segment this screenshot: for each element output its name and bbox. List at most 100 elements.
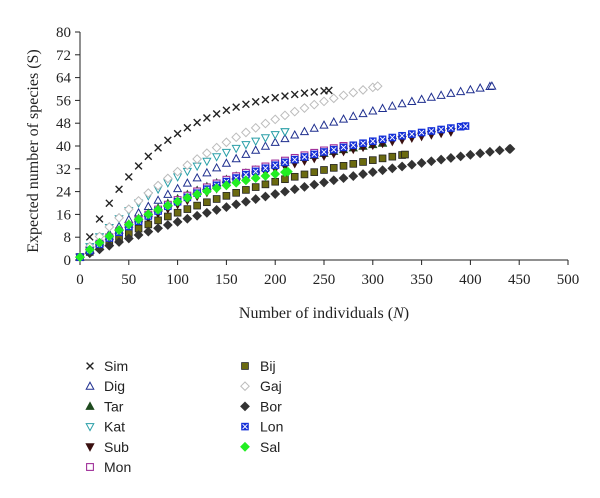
data-point-bor — [485, 146, 495, 157]
data-point-lon-x — [292, 156, 298, 163]
data-point-gaj — [270, 114, 281, 125]
data-point-lon-x — [243, 171, 249, 178]
data-point-bor — [182, 213, 193, 224]
data-point-bor — [358, 169, 368, 179]
data-point-sal — [104, 231, 115, 242]
data-point-dig — [407, 96, 417, 106]
legend-marker-mon — [86, 463, 94, 471]
legend-item-mon: Mon — [86, 459, 131, 475]
data-point-lon — [290, 155, 299, 164]
data-point-kat — [251, 137, 261, 147]
data-point-bij — [203, 198, 211, 207]
y-tick-label: 8 — [64, 230, 72, 246]
data-point-bor — [426, 156, 437, 167]
data-point-bij — [310, 168, 319, 176]
data-point-lon — [300, 153, 309, 161]
x-axis-title-text: Number of individuals ( — [239, 305, 393, 322]
legend-item-dig: Dig — [85, 378, 125, 394]
data-point-gaj — [231, 132, 242, 143]
data-point-bor — [270, 189, 281, 199]
data-point-lon-x — [350, 142, 356, 148]
data-point-sal — [182, 192, 193, 203]
data-point-sim — [183, 123, 192, 132]
data-point-sal — [114, 225, 124, 236]
data-point-dig — [358, 108, 368, 118]
data-point-bor — [289, 184, 300, 195]
x-tick-label: 200 — [264, 272, 287, 288]
data-point-bor — [338, 173, 349, 184]
data-point-dig — [260, 141, 271, 150]
data-point-gaj — [338, 90, 349, 101]
legend-label-tar: Tar — [104, 398, 124, 414]
legend-marker-dig — [85, 381, 95, 390]
data-point-bij — [368, 156, 377, 164]
data-point-dig — [377, 103, 388, 112]
data-point-bor — [280, 186, 290, 197]
data-point-sal — [211, 183, 222, 194]
data-point-sim — [310, 88, 319, 96]
data-point-sim — [134, 162, 143, 170]
data-point-dig — [426, 92, 437, 101]
data-point-kat — [270, 131, 280, 140]
data-point-dig — [348, 111, 358, 120]
data-point-bij — [232, 189, 240, 197]
data-point-lon-x — [272, 162, 278, 168]
data-point-lon-x — [340, 144, 347, 151]
data-point-bor — [465, 149, 476, 160]
data-point-dig — [241, 149, 251, 158]
data-point-bij — [320, 166, 328, 174]
data-point-bij — [290, 172, 299, 181]
legend-item-bij: Bij — [241, 358, 276, 374]
data-point-bij — [251, 183, 260, 191]
legend-item-kat: Kat — [85, 419, 125, 435]
legend-marker-lon — [241, 422, 249, 431]
legend-marker-lon-x — [242, 423, 248, 430]
data-point-sal — [270, 169, 281, 179]
data-point-sim — [124, 172, 133, 181]
data-point-sim — [251, 97, 260, 106]
data-point-sim — [242, 100, 250, 109]
data-point-dig — [290, 129, 300, 139]
data-point-bor — [241, 196, 251, 207]
data-point-bor — [397, 161, 407, 172]
data-point-gaj — [250, 122, 261, 133]
data-point-lon-x — [331, 146, 337, 153]
chart-legend: Sim Dig Tar Kat Sub Mon Bij Gaj Bor Lon Sal — [85, 358, 283, 475]
data-point-bor — [455, 151, 466, 162]
data-point-gaj — [309, 99, 320, 110]
data-point-sal — [201, 186, 212, 197]
data-point-bor — [260, 191, 271, 202]
data-point-dig — [397, 98, 407, 108]
data-point-bor — [416, 158, 427, 168]
legend-item-tar: Tar — [85, 398, 124, 414]
data-point-gaj — [143, 188, 154, 198]
data-point-lon-x — [370, 138, 376, 144]
data-point-sal — [231, 177, 242, 188]
x-tick-label: 300 — [362, 272, 385, 288]
data-point-sim — [212, 109, 221, 118]
chart-series — [75, 81, 516, 263]
data-point-bor — [133, 230, 144, 240]
x-tick-label: 100 — [166, 272, 189, 288]
data-point-gaj — [289, 106, 300, 117]
x-tick-label: 50 — [121, 272, 136, 288]
data-point-dig — [487, 81, 497, 90]
data-point-lon — [359, 139, 367, 148]
data-point-bor — [445, 153, 456, 163]
data-point-lon — [437, 125, 445, 134]
data-point-sim — [193, 118, 202, 127]
legend-item-sal: Sal — [240, 439, 280, 455]
legend-label-lon: Lon — [260, 419, 283, 435]
data-point-lon — [408, 130, 416, 138]
data-point-sim — [154, 143, 162, 152]
data-point-bor — [162, 220, 173, 230]
data-point-gaj — [328, 93, 339, 104]
legend-marker-gaj — [240, 381, 250, 392]
data-point-lon — [349, 141, 358, 150]
series-bij — [76, 150, 409, 261]
data-point-gaj — [348, 87, 359, 98]
data-point-gaj — [221, 137, 232, 148]
data-point-bor — [231, 199, 242, 210]
data-point-kat — [241, 141, 251, 150]
data-point-dig — [455, 86, 466, 96]
